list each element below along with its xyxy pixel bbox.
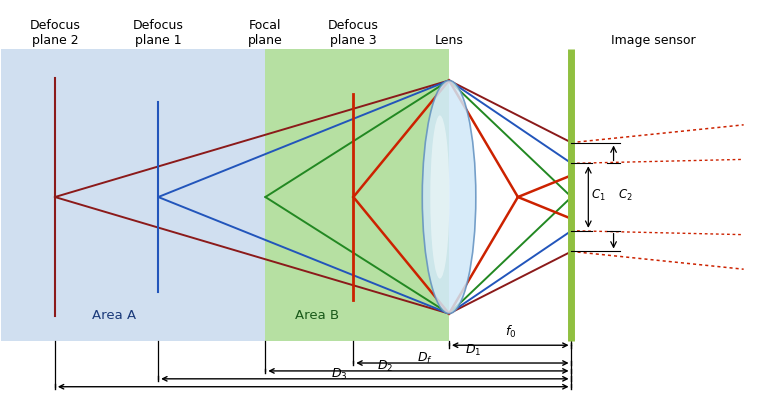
- Text: $D_1$: $D_1$: [465, 343, 482, 358]
- Text: $D_3$: $D_3$: [331, 367, 347, 382]
- Ellipse shape: [430, 115, 449, 279]
- Bar: [2, 49, 266, 341]
- Text: Area B: Area B: [295, 309, 339, 322]
- Text: $C_1$: $C_1$: [591, 187, 606, 203]
- Text: Area A: Area A: [92, 309, 137, 322]
- Text: Defocus
plane 3: Defocus plane 3: [328, 19, 379, 47]
- Ellipse shape: [422, 80, 476, 314]
- Text: Lens: Lens: [435, 34, 463, 47]
- Text: Defocus
plane 1: Defocus plane 1: [133, 19, 184, 47]
- Text: $C_2$: $C_2$: [618, 187, 633, 203]
- Text: Defocus
plane 2: Defocus plane 2: [29, 19, 81, 47]
- Text: $D_f$: $D_f$: [417, 351, 432, 366]
- Text: $f_0$: $f_0$: [505, 324, 516, 341]
- Text: $D_2$: $D_2$: [377, 359, 394, 374]
- Bar: [266, 49, 449, 341]
- Text: Image sensor: Image sensor: [611, 34, 696, 47]
- Text: Focal
plane: Focal plane: [248, 19, 283, 47]
